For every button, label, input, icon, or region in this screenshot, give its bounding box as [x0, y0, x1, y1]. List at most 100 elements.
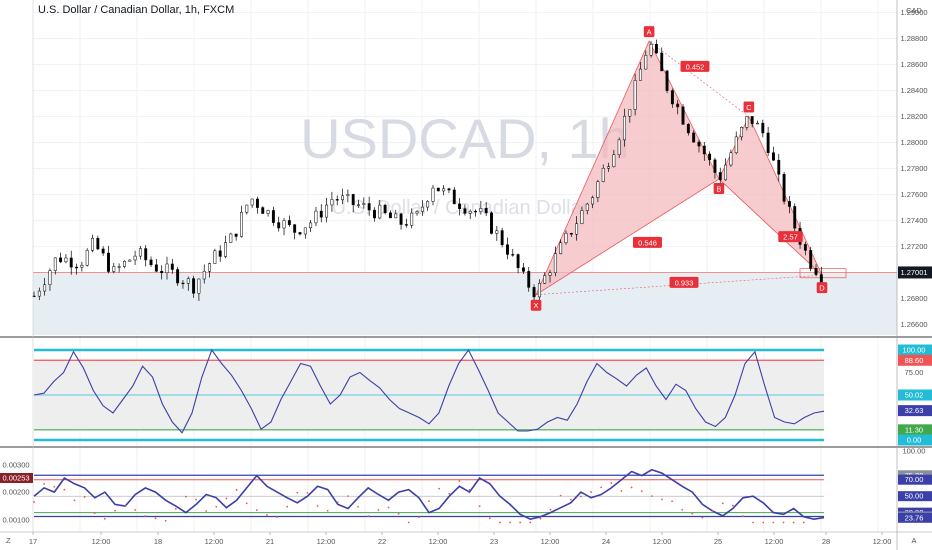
candle-body[interactable] — [240, 212, 243, 237]
candle-body[interactable] — [702, 145, 706, 155]
candle-body[interactable] — [803, 244, 807, 251]
target-box[interactable] — [799, 268, 847, 279]
candle-body[interactable] — [575, 223, 579, 235]
candle-body[interactable] — [229, 233, 233, 243]
candle-body[interactable] — [415, 211, 419, 214]
candle-body[interactable] — [724, 164, 728, 181]
candle-body[interactable] — [112, 266, 116, 272]
candle-body[interactable] — [277, 222, 281, 229]
candle-body[interactable] — [787, 201, 791, 207]
candle-body[interactable] — [676, 103, 680, 108]
candle-body[interactable] — [734, 136, 738, 154]
candle-body[interactable] — [591, 197, 595, 205]
candle-body[interactable] — [516, 254, 520, 268]
candle-body[interactable] — [452, 189, 456, 205]
candle-body[interactable] — [388, 212, 392, 219]
candle-body[interactable] — [75, 266, 79, 269]
candle-body[interactable] — [654, 43, 658, 54]
candle-body[interactable] — [740, 127, 743, 138]
candle-body[interactable] — [564, 232, 568, 244]
candle-body[interactable] — [761, 122, 765, 134]
candle-body[interactable] — [617, 139, 621, 155]
candle-body[interactable] — [399, 213, 403, 225]
candle-body[interactable] — [500, 230, 504, 245]
candle-body[interactable] — [436, 187, 440, 192]
candle-body[interactable] — [330, 199, 334, 206]
candle-body[interactable] — [357, 204, 360, 206]
candle-body[interactable] — [681, 106, 685, 125]
candle-body[interactable] — [814, 268, 818, 275]
candle-body[interactable] — [521, 267, 525, 272]
candle-body[interactable] — [245, 204, 249, 213]
candle-body[interactable] — [165, 263, 169, 274]
candle-body[interactable] — [420, 206, 424, 212]
candle-body[interactable] — [197, 278, 201, 294]
candle-body[interactable] — [107, 252, 110, 272]
candle-body[interactable] — [80, 264, 84, 268]
candle-body[interactable] — [367, 203, 371, 211]
candle-body[interactable] — [639, 68, 642, 81]
candle-body[interactable] — [53, 257, 57, 271]
candle-body[interactable] — [128, 259, 132, 262]
candle-body[interactable] — [287, 220, 291, 225]
candle-body[interactable] — [410, 212, 414, 226]
candle-body[interactable] — [341, 195, 345, 201]
candle-body[interactable] — [532, 287, 536, 298]
candle-body[interactable] — [101, 248, 105, 254]
candle-body[interactable] — [64, 257, 68, 263]
candle-body[interactable] — [772, 152, 775, 161]
candle-body[interactable] — [282, 220, 286, 229]
candle-body[interactable] — [766, 132, 770, 153]
osc2-line[interactable] — [33, 468, 825, 521]
candle-body[interactable] — [261, 207, 265, 214]
candle-body[interactable] — [298, 232, 302, 235]
candle-body[interactable] — [665, 70, 669, 91]
candle-body[interactable] — [319, 210, 323, 218]
candle-body[interactable] — [585, 203, 589, 211]
price-axis[interactable]: 1.29000 1.28800 1.28600 1.28400 1.28200 1.280… — [898, 8, 932, 329]
candle-body[interactable] — [623, 115, 626, 141]
candle-body[interactable] — [708, 153, 712, 161]
candle-body[interactable] — [335, 199, 339, 201]
candle-body[interactable] — [138, 248, 142, 257]
candle-body[interactable] — [479, 208, 483, 212]
candle-body[interactable] — [181, 282, 185, 285]
candle-body[interactable] — [192, 278, 196, 294]
oscillator-2-pane[interactable] — [33, 468, 825, 524]
candle-body[interactable] — [271, 210, 275, 223]
candle-body[interactable] — [607, 166, 610, 169]
candle-body[interactable] — [543, 275, 547, 284]
oscillator-1-pane[interactable] — [33, 348, 825, 442]
candle-body[interactable] — [218, 250, 222, 257]
candle-body[interactable] — [404, 224, 408, 226]
candle-body[interactable] — [133, 255, 137, 261]
candle-body[interactable] — [745, 116, 749, 128]
candle-body[interactable] — [506, 244, 509, 255]
candle-body[interactable] — [713, 159, 717, 173]
candle-body[interactable] — [144, 248, 148, 261]
candle-body[interactable] — [160, 270, 164, 274]
candle-body[interactable] — [750, 116, 754, 125]
candle-body[interactable] — [649, 43, 653, 56]
candle-body[interactable] — [548, 272, 552, 276]
candle-body[interactable] — [628, 109, 632, 117]
candle-body[interactable] — [777, 159, 781, 175]
time-axis-left-corner[interactable]: Z — [6, 536, 11, 545]
candle-body[interactable] — [378, 204, 382, 219]
candle-body[interactable] — [250, 198, 254, 206]
time-axis[interactable]: 17 12:00 18 12:00 21 12:00 22 12:00 23 12:00 24 12:… — [29, 532, 892, 546]
candle-body[interactable] — [346, 194, 350, 197]
candle-body[interactable] — [756, 122, 759, 125]
candle-body[interactable] — [224, 242, 227, 257]
candle-body[interactable] — [612, 154, 616, 167]
candle-body[interactable] — [202, 271, 206, 280]
candle-body[interactable] — [463, 208, 467, 214]
candle-body[interactable] — [692, 132, 696, 143]
candle-body[interactable] — [697, 141, 701, 147]
candle-body[interactable] — [325, 204, 329, 218]
candle-body[interactable] — [601, 168, 605, 182]
candle-body[interactable] — [660, 52, 664, 72]
time-axis-right-corner[interactable]: A — [911, 536, 916, 545]
candle-body[interactable] — [208, 263, 212, 272]
